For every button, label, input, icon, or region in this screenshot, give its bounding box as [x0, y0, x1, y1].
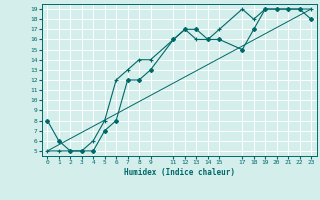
X-axis label: Humidex (Indice chaleur): Humidex (Indice chaleur) — [124, 168, 235, 177]
